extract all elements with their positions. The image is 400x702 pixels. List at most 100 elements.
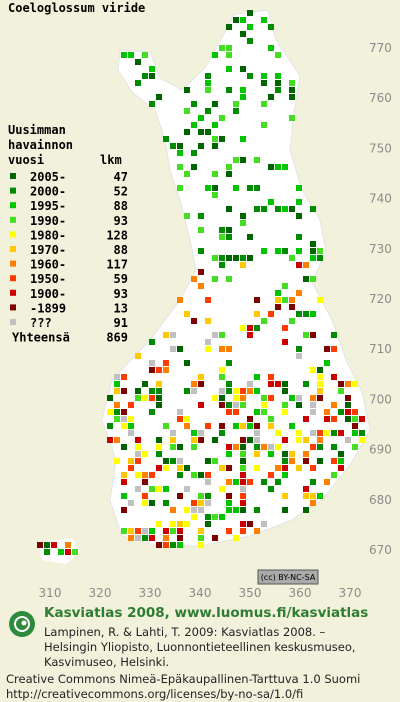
record-square (142, 395, 148, 401)
legend-swatch (10, 275, 16, 282)
record-square (219, 255, 225, 261)
record-square (198, 528, 204, 534)
record-square (233, 402, 239, 408)
record-square (226, 45, 232, 51)
y-label: 710 (369, 342, 392, 356)
record-square (296, 437, 302, 443)
record-square (282, 451, 288, 457)
legend-period: 1970- (30, 243, 66, 257)
record-square (275, 164, 281, 170)
record-square (261, 479, 267, 485)
record-square (359, 416, 365, 422)
record-square (282, 164, 288, 170)
record-square (114, 388, 120, 394)
record-square (268, 472, 274, 478)
record-square (240, 521, 246, 527)
record-square (191, 101, 197, 107)
record-square (282, 402, 288, 408)
record-square (310, 402, 316, 408)
record-square (282, 472, 288, 478)
record-square (191, 437, 197, 443)
record-square (233, 535, 239, 541)
record-square (170, 528, 176, 534)
record-square (184, 213, 190, 219)
record-square (156, 381, 162, 387)
record-square (163, 535, 169, 541)
legend-count: 88 (114, 243, 128, 257)
record-square (240, 136, 246, 142)
record-square (310, 367, 316, 373)
record-square (226, 66, 232, 72)
record-square (282, 458, 288, 464)
record-square (219, 465, 225, 471)
record-square (191, 472, 197, 478)
record-square (317, 444, 323, 450)
record-square (310, 255, 316, 261)
legend-period: 1980- (30, 228, 66, 242)
record-square (240, 255, 246, 261)
record-square (296, 353, 302, 359)
record-square (170, 346, 176, 352)
record-square (275, 465, 281, 471)
record-square (275, 80, 281, 86)
record-square (135, 437, 141, 443)
record-square (282, 248, 288, 254)
legend-count: 91 (114, 316, 128, 330)
record-square (177, 465, 183, 471)
record-square (310, 444, 316, 450)
record-square (163, 136, 169, 142)
record-square (324, 346, 330, 352)
record-square (212, 332, 218, 338)
record-square (261, 318, 267, 324)
record-square (184, 416, 190, 422)
record-square (240, 87, 246, 93)
x-label: 310 (39, 586, 62, 600)
record-square (268, 199, 274, 205)
record-square (191, 507, 197, 513)
y-label: 680 (369, 493, 392, 507)
record-square (282, 381, 288, 387)
record-square (212, 192, 218, 198)
record-square (163, 360, 169, 366)
record-square (226, 493, 232, 499)
record-square (177, 346, 183, 352)
record-square (177, 535, 183, 541)
legend-total-label: Yhteensä (12, 331, 70, 345)
record-square (282, 507, 288, 513)
record-square (275, 52, 281, 58)
record-square (240, 325, 246, 331)
record-square (275, 248, 281, 254)
record-square (268, 395, 274, 401)
record-square (177, 297, 183, 303)
record-square (135, 535, 141, 541)
record-square (163, 458, 169, 464)
record-square (142, 479, 148, 485)
record-square (338, 388, 344, 394)
x-label: 330 (139, 586, 162, 600)
record-square (198, 248, 204, 254)
record-square (149, 486, 155, 492)
record-square (247, 24, 253, 30)
record-square (212, 101, 218, 107)
record-square (219, 388, 225, 394)
record-square (149, 528, 155, 534)
record-square (254, 528, 260, 534)
record-square (212, 143, 218, 149)
license-line: Creative Commons Nimeä-Epäkaupallinen-Ta… (6, 672, 360, 686)
record-square (219, 402, 225, 408)
record-square (310, 311, 316, 317)
record-square (233, 409, 239, 415)
y-label: 740 (369, 192, 392, 206)
record-square (233, 507, 239, 513)
record-square (191, 514, 197, 520)
record-square (240, 17, 246, 23)
record-square (352, 381, 358, 387)
record-square (149, 367, 155, 373)
record-square (198, 535, 204, 541)
record-square (240, 213, 246, 219)
record-square (163, 528, 169, 534)
record-square (212, 52, 218, 58)
record-square (240, 479, 246, 485)
record-square (240, 500, 246, 506)
